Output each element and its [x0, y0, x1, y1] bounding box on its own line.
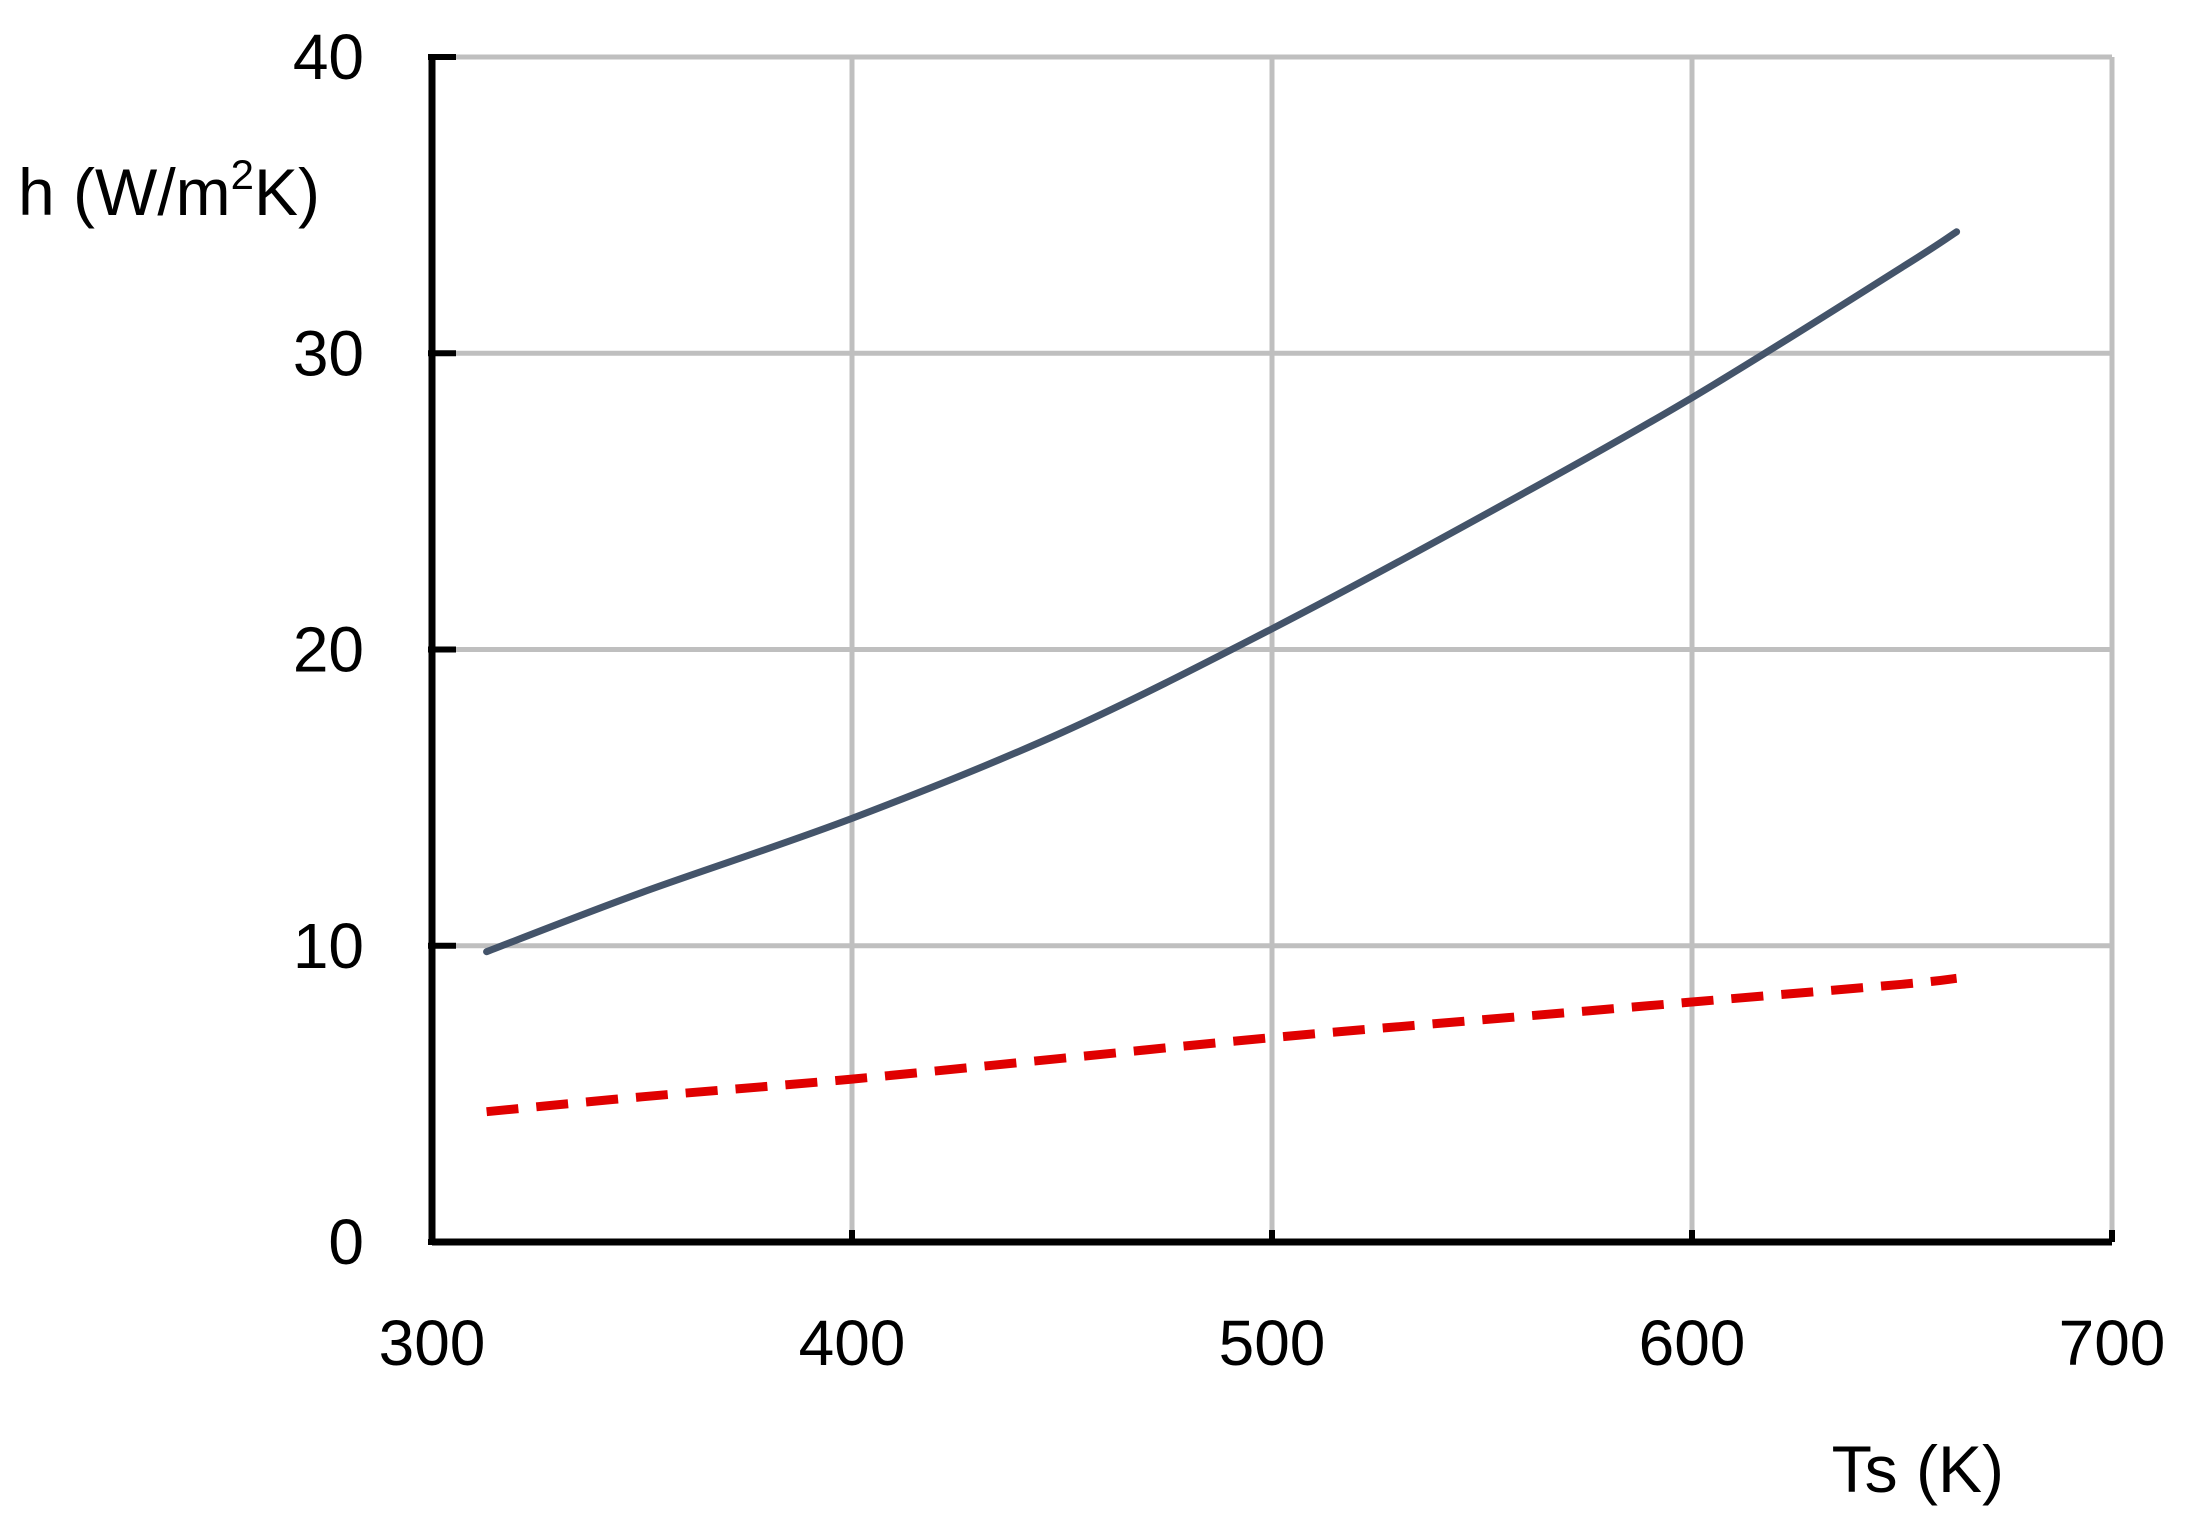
x-tick-label-2: 500 [1219, 1307, 1326, 1379]
x-tick-label-4: 700 [2059, 1307, 2166, 1379]
y-tick-label-4: 40 [293, 21, 364, 93]
x-tick-label-1: 400 [799, 1307, 906, 1379]
x-tick-label-3: 600 [1639, 1307, 1746, 1379]
x-axis-title: Ts (K) [1832, 1432, 2004, 1506]
y-axis-title-prefix: h (W/m [18, 155, 231, 229]
labels: h (W/m2K) Ts (K) [18, 151, 2004, 1506]
axis-ticks: 300 400 500 600 700 0 10 20 30 40 [293, 21, 2166, 1379]
y-axis-title-superscript: 2 [231, 151, 254, 198]
y-tick-label-2: 20 [293, 614, 364, 686]
series [483, 228, 1961, 1117]
y-axis-title-suffix: K) [254, 155, 320, 229]
x-tick-label-0: 300 [379, 1307, 486, 1379]
series-line-2-dashed [486, 973, 1958, 1117]
y-tick-label-1: 10 [293, 910, 364, 982]
y-tick-label-3: 30 [293, 317, 364, 389]
y-tick-label-0: 0 [328, 1206, 364, 1278]
series-line-1-solid [483, 228, 1961, 956]
y-axis-title: h (W/m2K) [18, 151, 320, 229]
grid-lines [432, 54, 2115, 1242]
